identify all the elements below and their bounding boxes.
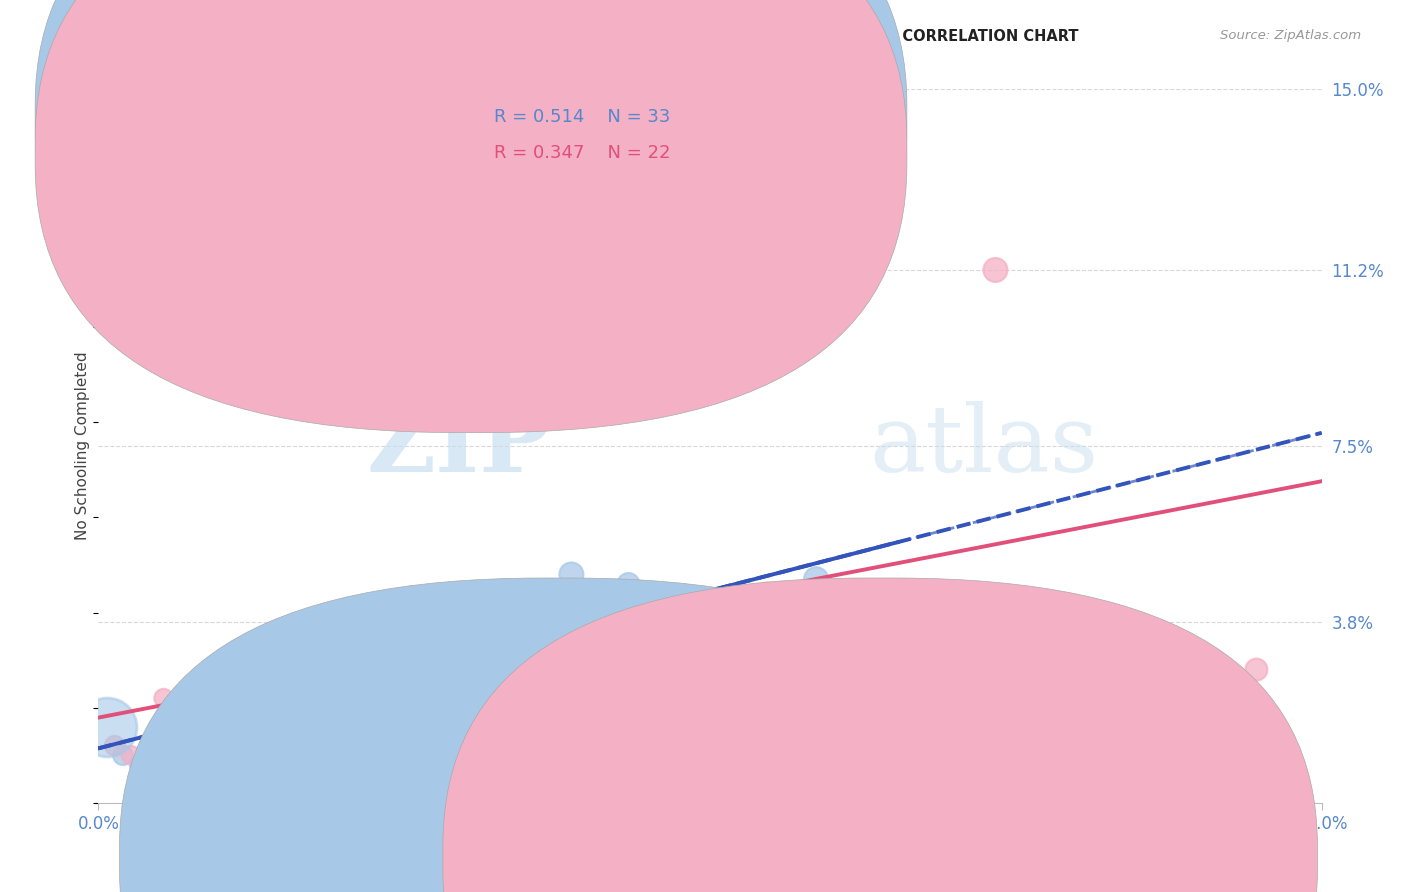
Point — [617, 577, 640, 591]
Point — [381, 663, 404, 677]
Point — [756, 586, 779, 600]
Point — [209, 739, 232, 753]
Point — [233, 691, 256, 706]
Point — [160, 748, 183, 763]
Point — [267, 648, 290, 663]
Point — [145, 767, 167, 781]
Point — [356, 643, 378, 657]
Point — [96, 720, 118, 734]
Point — [177, 743, 200, 757]
Point — [560, 567, 582, 582]
Point — [169, 753, 191, 767]
Point — [226, 706, 249, 720]
Point — [104, 739, 127, 753]
Point — [152, 739, 174, 753]
Point — [478, 624, 501, 639]
Point — [186, 734, 208, 748]
Point — [299, 663, 322, 677]
Point — [495, 596, 517, 610]
Point — [430, 615, 453, 629]
Point — [430, 624, 453, 639]
Point — [315, 629, 337, 643]
Point — [675, 596, 697, 610]
Point — [218, 700, 240, 714]
Text: R = 0.347    N = 22: R = 0.347 N = 22 — [494, 144, 671, 161]
Point — [323, 672, 346, 686]
Point — [128, 757, 150, 772]
Point — [152, 691, 174, 706]
Point — [723, 772, 745, 786]
Point — [600, 615, 623, 629]
Text: ZIP: ZIP — [367, 401, 551, 491]
Point — [201, 757, 224, 772]
Point — [804, 572, 827, 586]
Point — [250, 677, 273, 691]
Point — [413, 615, 436, 629]
Point — [364, 653, 387, 667]
Point — [177, 710, 200, 724]
Point — [120, 748, 142, 763]
Y-axis label: No Schooling Completed: No Schooling Completed — [75, 351, 90, 541]
Point — [233, 677, 256, 691]
Point — [274, 663, 297, 677]
Point — [283, 653, 305, 667]
Point — [332, 639, 354, 653]
Point — [536, 606, 558, 620]
Point — [136, 763, 159, 777]
Point — [299, 653, 322, 667]
Point — [250, 720, 273, 734]
Text: Source: ZipAtlas.com: Source: ZipAtlas.com — [1220, 29, 1361, 42]
Text: Immigrants from Netherlands: Immigrants from Netherlands — [579, 851, 806, 865]
Point — [1246, 663, 1268, 677]
Point — [984, 263, 1007, 277]
Text: atlas: atlas — [869, 401, 1098, 491]
Point — [838, 653, 860, 667]
Point — [193, 691, 215, 706]
Point — [242, 710, 264, 724]
Text: IMMIGRANTS FROM NETHERLANDS VS IMMIGRANTS FROM SOUTH AFRICA NO SCHOOLING COMPLET: IMMIGRANTS FROM NETHERLANDS VS IMMIGRANT… — [49, 29, 1078, 44]
Point — [111, 748, 134, 763]
Point — [389, 634, 412, 648]
Point — [193, 748, 215, 763]
Point — [209, 681, 232, 696]
Point — [396, 606, 419, 620]
Text: R = 0.514    N = 33: R = 0.514 N = 33 — [494, 108, 669, 126]
Point — [349, 624, 371, 639]
Text: Immigrants from South Africa: Immigrants from South Africa — [903, 851, 1129, 865]
